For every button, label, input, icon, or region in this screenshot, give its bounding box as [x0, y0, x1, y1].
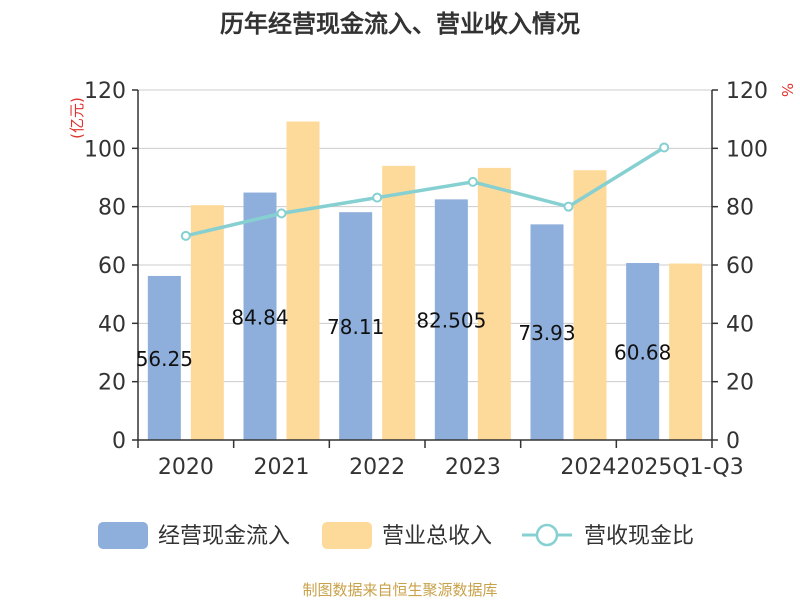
- y-tick-label-right: 120: [726, 79, 768, 104]
- ratio-line: [180, 142, 670, 241]
- y-tick-label-left: 60: [98, 254, 126, 279]
- legend-swatch-cash-inflow: [98, 522, 148, 549]
- y-tick-label-right: 40: [726, 312, 754, 337]
- y-tick-label-left: 120: [84, 79, 126, 104]
- y-axis-right-label: %: [778, 83, 796, 97]
- point-ratio: [467, 176, 478, 187]
- legend-marker-ratio: [535, 523, 559, 547]
- x-tick-label: 2021: [254, 455, 310, 480]
- bar-revenue: [382, 165, 416, 441]
- point-ratio: [659, 142, 670, 153]
- point-ratio: [563, 201, 574, 212]
- point-ratio: [180, 230, 191, 241]
- bar-cash-inflow: [243, 192, 277, 440]
- bar-revenue: [477, 167, 511, 440]
- y-tick-label-right: 0: [726, 429, 740, 454]
- point-ratio: [372, 192, 383, 203]
- y-tick-label-left: 20: [98, 371, 126, 396]
- data-label-cash-inflow: 60.68: [614, 341, 671, 365]
- y-axis-left-label: (亿元): [68, 97, 86, 139]
- legend-label-cash-inflow: 经营现金流入: [158, 524, 290, 549]
- bar-cash-inflow: [530, 224, 564, 440]
- x-tick-label: 2023: [445, 455, 501, 480]
- y-tick-label-left: 0: [112, 429, 126, 454]
- bar-cash-inflow: [626, 263, 660, 440]
- y-tick-label-right: 20: [726, 371, 754, 396]
- line-ratio: [185, 145, 666, 238]
- y-tick-label-right: 100: [726, 137, 768, 162]
- point-ratio: [276, 208, 287, 219]
- bar-revenue: [286, 121, 320, 440]
- data-label-cash-inflow: 84.84: [231, 305, 288, 329]
- legend-label-revenue: 营业总收入: [382, 524, 492, 549]
- data-label-cash-inflow: 73.93: [518, 321, 575, 345]
- y-tick-label-right: 80: [726, 196, 754, 221]
- y-tick-label-right: 60: [726, 254, 754, 279]
- bar-revenue: [669, 263, 703, 440]
- bar-cash-inflow: [434, 199, 468, 440]
- bar-cash-inflow: [147, 275, 181, 440]
- bar-revenue: [573, 170, 607, 441]
- x-tick-label: 2025Q1-Q3: [616, 455, 743, 480]
- data-label-cash-inflow: 82.505: [416, 309, 486, 333]
- y-tick-label-left: 40: [98, 312, 126, 337]
- bar-cash-inflow: [339, 212, 373, 440]
- bar-revenue: [190, 205, 224, 440]
- legend-swatch-revenue: [322, 522, 372, 549]
- data-label-cash-inflow: 78.11: [327, 315, 384, 339]
- data-labels: 56.25 84.84 78.11 82.505 73.93 60.68: [136, 305, 672, 371]
- x-tick-label: 2020: [158, 455, 214, 480]
- y-tick-label-left: 80: [98, 196, 126, 221]
- legend: 经营现金流入 营业总收入 营收现金比: [98, 522, 694, 549]
- data-label-cash-inflow: 56.25: [136, 347, 193, 371]
- source-note: 制图数据来自恒生聚源数据库: [302, 581, 497, 599]
- x-tick-label: 2022: [349, 455, 405, 480]
- bars: [147, 121, 703, 441]
- chart-title: 历年经营现金流入、营业收入情况: [220, 10, 580, 38]
- axes: 0 20 40 60 80 100 120 0 20 40 60 80 100 120 2020 2021 20…: [68, 79, 796, 480]
- grid: [138, 89, 712, 383]
- y-tick-label-left: 100: [84, 137, 126, 162]
- legend-label-ratio: 营收现金比: [584, 524, 694, 549]
- x-tick-label: 2024: [560, 455, 616, 480]
